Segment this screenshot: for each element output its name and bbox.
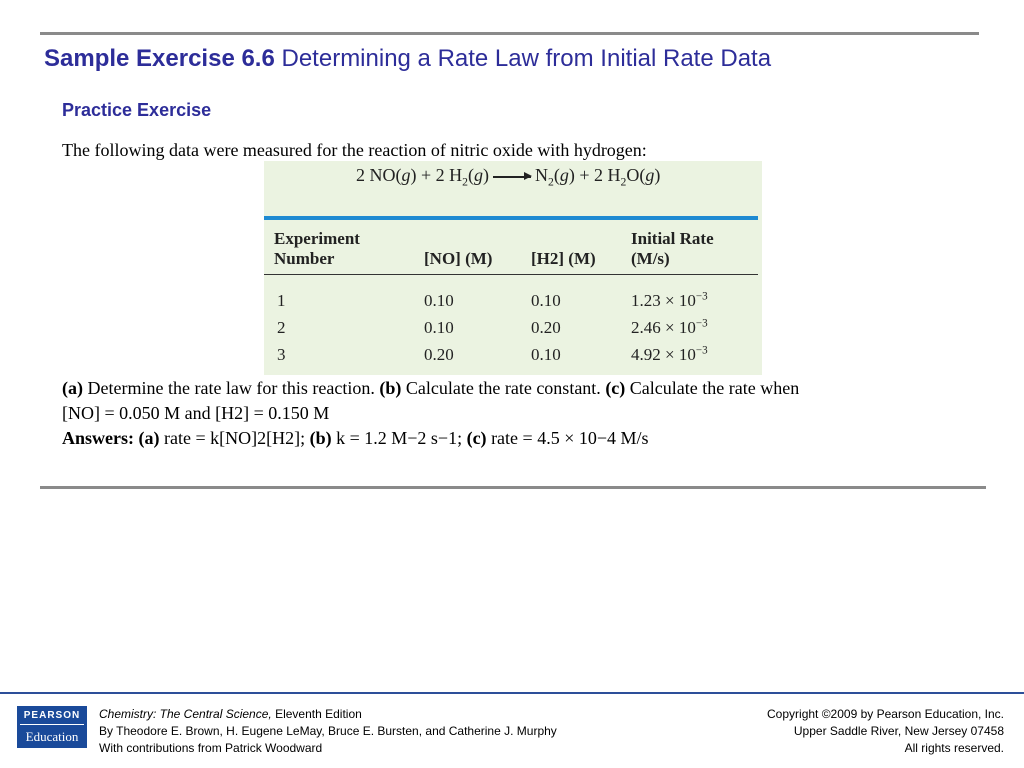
page-title: Sample Exercise 6.6 Determining a Rate L… — [44, 45, 771, 73]
answer-a-label: (a) — [138, 428, 160, 448]
footer-authors: By Theodore E. Brown, H. Eugene LeMay, B… — [99, 724, 557, 738]
header-h2-concentration: [H2] (M) — [531, 249, 596, 268]
reaction-arrow-icon — [493, 173, 532, 180]
answer-b-text: k = 1.2 M−2 s−1; — [336, 428, 463, 448]
section-heading: Practice Exercise — [62, 100, 212, 120]
question-conditions: [NO] = 0.050 M and [H2] = 0.150 M — [62, 403, 330, 423]
cell-experiment: 2 — [277, 318, 286, 337]
header-experiment-line1: Experiment — [274, 229, 360, 248]
answers-line: Answers: (a) rate = k[NO]2[H2]; (b) k = … — [62, 428, 649, 449]
header-rate-line2: (M/s) — [631, 249, 670, 268]
content-divider — [40, 486, 986, 489]
cell-experiment: 3 — [277, 345, 286, 364]
footer-book-title: Chemistry: The Central Science, — [99, 707, 272, 721]
rate-exponent: −3 — [695, 344, 708, 357]
cell-no: 0.10 — [424, 291, 454, 310]
footer-book-line: Chemistry: The Central Science, Eleventh… — [99, 706, 557, 723]
cell-rate: 4.92 × 10−3 — [631, 345, 708, 365]
table-header-rule — [264, 274, 758, 275]
footer-edition: Eleventh Edition — [271, 707, 362, 721]
rate-mantissa: 1.23 × 10 — [631, 291, 696, 310]
header-no-concentration: [NO] (M) — [424, 249, 493, 268]
logo-bottom-text: Education — [25, 729, 79, 744]
top-divider — [40, 32, 979, 35]
answer-c-text: rate = 4.5 × 10−4 M/s — [491, 428, 649, 448]
answer-c-label: (c) — [466, 428, 487, 448]
footer-contributions: With contributions from Patrick Woodward — [99, 741, 323, 755]
question-c-label: (c) — [605, 378, 626, 398]
answer-b-label: (b) — [309, 428, 332, 448]
intro-text: The following data were measured for the… — [62, 140, 647, 160]
pearson-logo: PEARSON Education — [17, 706, 87, 748]
footer-rights: All rights reserved. — [904, 741, 1004, 755]
rate-mantissa: 2.46 × 10 — [631, 318, 696, 337]
cell-rate: 2.46 × 10−3 — [631, 318, 708, 338]
question-line: (a) Determine the rate law for this reac… — [62, 378, 799, 399]
logo-top-text: PEARSON — [20, 706, 84, 725]
question-a-text: Determine the rate law for this reaction… — [83, 378, 380, 398]
rate-mantissa: 4.92 × 10 — [631, 345, 696, 364]
rate-exponent: −3 — [695, 317, 708, 330]
question-b-text: Calculate the rate constant. — [401, 378, 606, 398]
cell-no: 0.20 — [424, 345, 454, 364]
title-topic: Determining a Rate Law from Initial Rate… — [281, 45, 772, 72]
footer-copyright: Copyright ©2009 by Pearson Education, In… — [767, 706, 1004, 757]
cell-h2: 0.20 — [531, 318, 561, 337]
question-a-label: (a) — [62, 378, 83, 398]
title-exercise-number: Sample Exercise 6.6 — [44, 45, 275, 72]
reaction-equation: 2 NO(g) + 2 H2(g) N2(g) + 2 H2O(g) — [356, 165, 661, 189]
header-rate-line1: Initial Rate — [631, 229, 714, 248]
cell-h2: 0.10 — [531, 291, 561, 310]
cell-no: 0.10 — [424, 318, 454, 337]
rate-exponent: −3 — [695, 290, 708, 303]
question-c-text: Calculate the rate when — [625, 378, 800, 398]
answers-label: Answers: — [62, 428, 134, 448]
cell-h2: 0.10 — [531, 345, 561, 364]
question-b-label: (b) — [379, 378, 402, 398]
footer-citation: Chemistry: The Central Science, Eleventh… — [99, 706, 557, 757]
answer-a-text: rate = k[NO]2[H2]; — [164, 428, 306, 448]
reaction-data-figure: 2 NO(g) + 2 H2(g) N2(g) + 2 H2O(g) Experi… — [264, 161, 762, 375]
table-top-rule — [264, 216, 758, 220]
footer-address: Upper Saddle River, New Jersey 07458 — [793, 724, 1004, 738]
footer-copyright-line: Copyright ©2009 by Pearson Education, In… — [767, 707, 1004, 721]
footer-divider — [0, 692, 1024, 694]
cell-rate: 1.23 × 10−3 — [631, 291, 708, 311]
header-experiment-line2: Number — [274, 249, 335, 268]
header-experiment: Experiment Number — [274, 229, 360, 269]
header-initial-rate: Initial Rate (M/s) — [631, 229, 714, 269]
cell-experiment: 1 — [277, 291, 286, 310]
